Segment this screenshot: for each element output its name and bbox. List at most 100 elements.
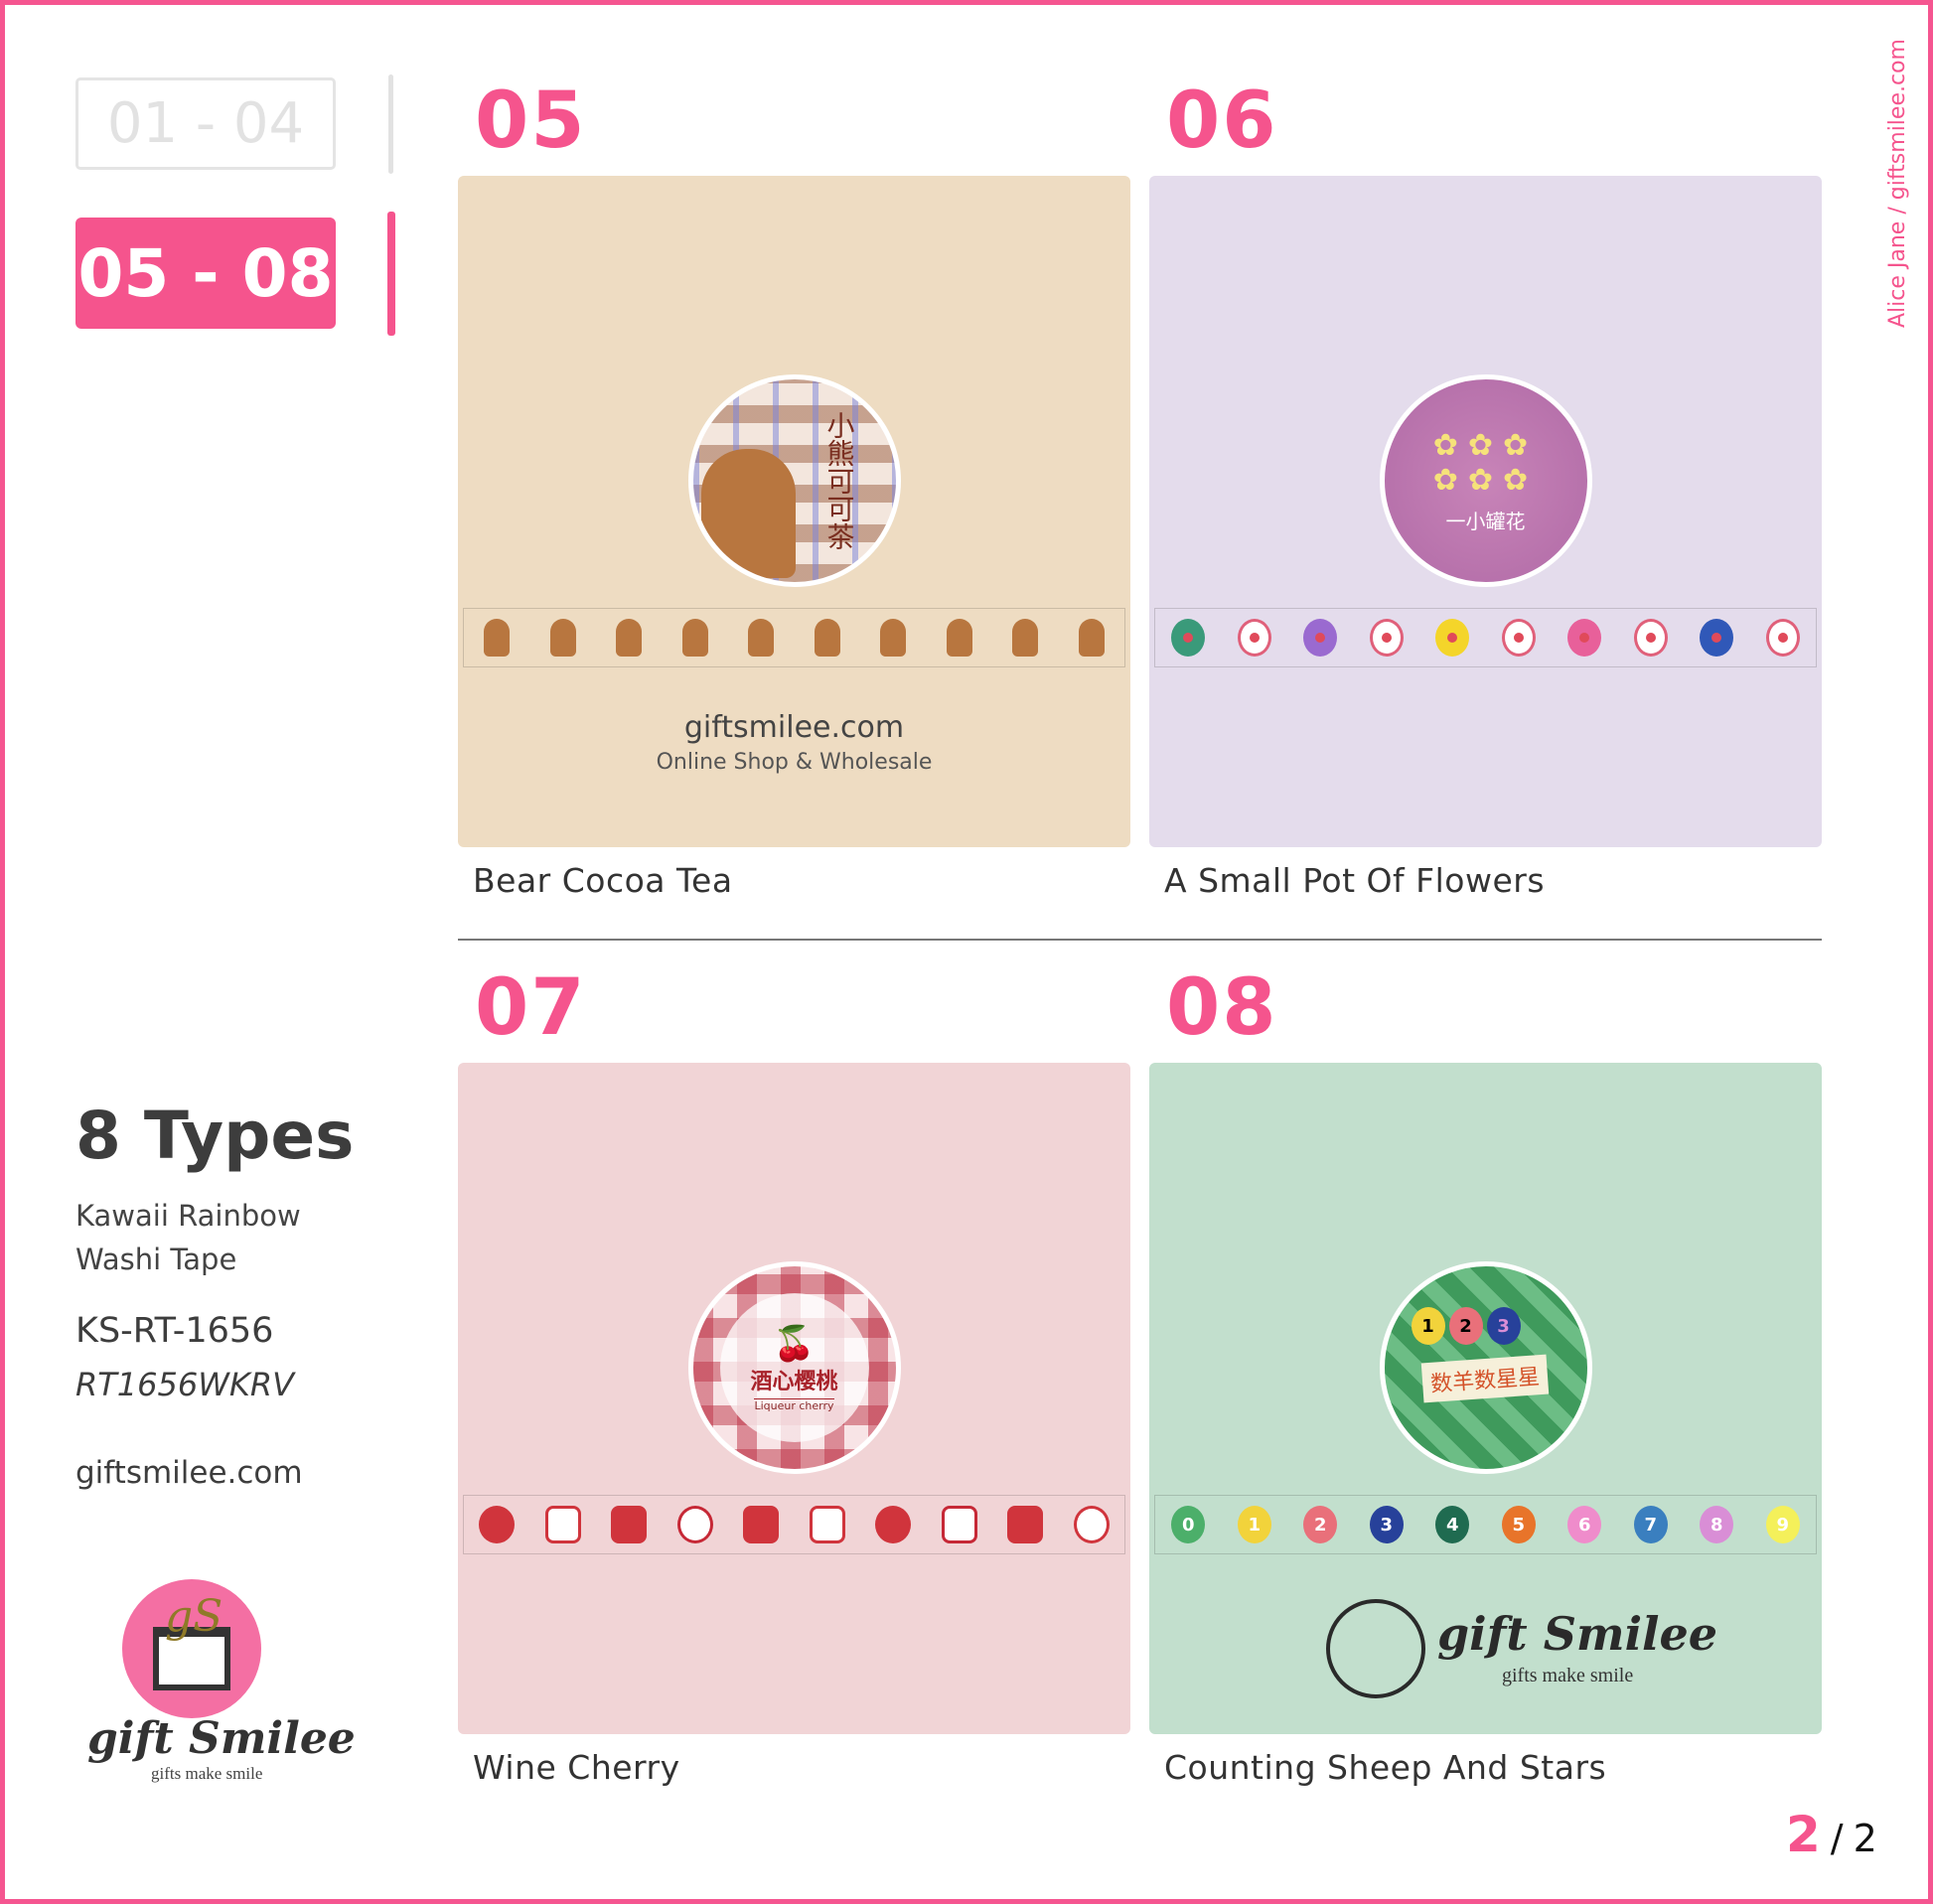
- card-logo-wordmark: gift Smilee: [1437, 1607, 1718, 1661]
- digit: 3: [1380, 1514, 1394, 1536]
- product-name: A Small Pot Of Flowers: [1164, 861, 1546, 900]
- flower-icon: [1567, 619, 1602, 657]
- flower-icon: [1237, 619, 1271, 657]
- number-badge-icon: 3: [1369, 1506, 1404, 1543]
- number-badge-icon: 4: [1435, 1506, 1470, 1543]
- cherry-icon: [1073, 1506, 1110, 1543]
- tape-roll-image: 🍒 酒心樱桃 Liqueur cherry: [687, 1261, 901, 1474]
- number-badge-icon: 2: [1303, 1506, 1338, 1543]
- tape-label-en: Liqueur cherry: [754, 1397, 834, 1412]
- side-credit: Alice Jane / giftsmilee.com: [1885, 39, 1910, 328]
- website-link[interactable]: giftsmilee.com: [75, 1455, 303, 1491]
- flower-icon: [1369, 619, 1404, 657]
- tape-label: 酒心樱桃: [750, 1369, 838, 1394]
- bear-icon: [748, 619, 775, 657]
- logo-badge: gS: [122, 1579, 261, 1718]
- flower-icon: [1765, 619, 1800, 657]
- card-footer-site: giftsmilee.com: [683, 710, 905, 745]
- digit: 4: [1445, 1514, 1459, 1536]
- bear-icon: [681, 619, 708, 657]
- digit: 6: [1577, 1514, 1591, 1536]
- digit: 0: [1181, 1514, 1195, 1536]
- cherry-icon: [809, 1506, 845, 1543]
- tape-label: 小熊可可茶: [822, 411, 856, 550]
- bear-icon: [616, 619, 643, 657]
- range-tab-05-08[interactable]: 05 - 08: [75, 218, 336, 329]
- digit: 9: [1776, 1514, 1790, 1536]
- range-tab-01-04[interactable]: 01 - 04: [75, 77, 336, 170]
- bear-icon: [814, 619, 840, 657]
- digit: 1: [1248, 1514, 1262, 1536]
- logo-tagline: gifts make smile: [151, 1764, 263, 1783]
- bear-icon: [946, 619, 972, 657]
- bear-icon: [484, 619, 511, 657]
- flower-icon: [1435, 619, 1470, 657]
- gift-box-icon: [1326, 1599, 1425, 1698]
- product-subtitle: Kawaii Rainbow Washi Tape: [75, 1194, 301, 1281]
- page-separator: /: [1830, 1817, 1844, 1860]
- tape-roll-image: 小熊可可茶: [687, 374, 901, 587]
- digit: 2: [1313, 1514, 1327, 1536]
- tape-strip-preview: [463, 1495, 1125, 1554]
- tape-label: 数羊数星星: [1421, 1354, 1550, 1403]
- product-name: Bear Cocoa Tea: [473, 861, 733, 900]
- pagination: 2 / 2: [1786, 1806, 1877, 1863]
- cherry-icon: [544, 1506, 581, 1543]
- product-name: Wine Cherry: [473, 1748, 680, 1787]
- active-tab-indicator: [387, 212, 395, 336]
- total-pages: 2: [1853, 1817, 1877, 1860]
- tape-roll-image: 1 2 3 数羊数星星: [1379, 1261, 1592, 1474]
- product-number: 07: [475, 963, 587, 1053]
- number-badge-icon: 8: [1700, 1506, 1734, 1543]
- product-sku: RT1656WKRV: [75, 1366, 294, 1403]
- subtitle-line: Kawaii Rainbow: [75, 1199, 301, 1233]
- bear-icon: [700, 449, 796, 578]
- subtitle-line: Washi Tape: [75, 1243, 237, 1276]
- tape-strip-preview: [463, 608, 1125, 667]
- cherry-icon: [479, 1506, 516, 1543]
- number-badge-icon: 9: [1765, 1506, 1800, 1543]
- digit: 5: [1512, 1514, 1526, 1536]
- bear-icon: [1012, 619, 1039, 657]
- number-badge-icon: 6: [1567, 1506, 1602, 1543]
- product-name: Counting Sheep And Stars: [1164, 1748, 1607, 1787]
- product-card[interactable]: 1 2 3 数羊数星星 0 1 2 3 4 5 6 7 8 9 gift Smilee gifts make …: [1149, 1063, 1822, 1734]
- product-card[interactable]: ✿✿✿ ✿✿✿ 一小罐花: [1149, 176, 1822, 847]
- cherry-icon: 🍒: [773, 1323, 816, 1364]
- number-badge-icon: 1: [1237, 1506, 1271, 1543]
- product-card[interactable]: 小熊可可茶 giftsmilee.com Online Shop & Wholesa…: [458, 176, 1130, 847]
- number-badge-icon: 0: [1171, 1506, 1206, 1543]
- product-card[interactable]: 🍒 酒心樱桃 Liqueur cherry: [458, 1063, 1130, 1734]
- row-divider: [458, 939, 1822, 941]
- flower-icon: [1700, 619, 1734, 657]
- digit: 7: [1644, 1514, 1658, 1536]
- number-badge-icon: 7: [1633, 1506, 1668, 1543]
- digit: 8: [1710, 1514, 1723, 1536]
- current-page: 2: [1786, 1806, 1821, 1863]
- types-title: 8 Types: [75, 1098, 355, 1174]
- cherry-icon: [875, 1506, 912, 1543]
- cherry-icon: [1007, 1506, 1044, 1543]
- bear-icon: [880, 619, 907, 657]
- tape-roll-image: ✿✿✿ ✿✿✿ 一小罐花: [1379, 374, 1592, 587]
- tape-strip-preview: [1154, 608, 1817, 667]
- logo-monogram: gS: [165, 1591, 223, 1642]
- cherry-icon: [611, 1506, 648, 1543]
- bear-icon: [1078, 619, 1105, 657]
- flower-icon: [1501, 619, 1536, 657]
- flower-icon: ✿✿✿ ✿✿✿: [1432, 427, 1539, 498]
- tape-label: 一小罐花: [1445, 509, 1526, 533]
- flower-icon: [1171, 619, 1206, 657]
- number-badge-icon: 5: [1501, 1506, 1536, 1543]
- product-number: 05: [475, 76, 587, 166]
- cherry-icon: [676, 1506, 713, 1543]
- product-code: KS-RT-1656: [75, 1311, 274, 1351]
- flower-icon: [1633, 619, 1668, 657]
- gift-box-icon: gS: [153, 1591, 230, 1690]
- tape-strip-preview: 0 1 2 3 4 5 6 7 8 9: [1154, 1495, 1817, 1554]
- cherry-icon: [743, 1506, 780, 1543]
- card-footer-tagline: Online Shop & Wholesale: [656, 750, 933, 775]
- bear-icon: [549, 619, 576, 657]
- card-logo-tagline: gifts make smile: [1502, 1665, 1634, 1686]
- logo-wordmark: gift Smilee: [87, 1713, 356, 1764]
